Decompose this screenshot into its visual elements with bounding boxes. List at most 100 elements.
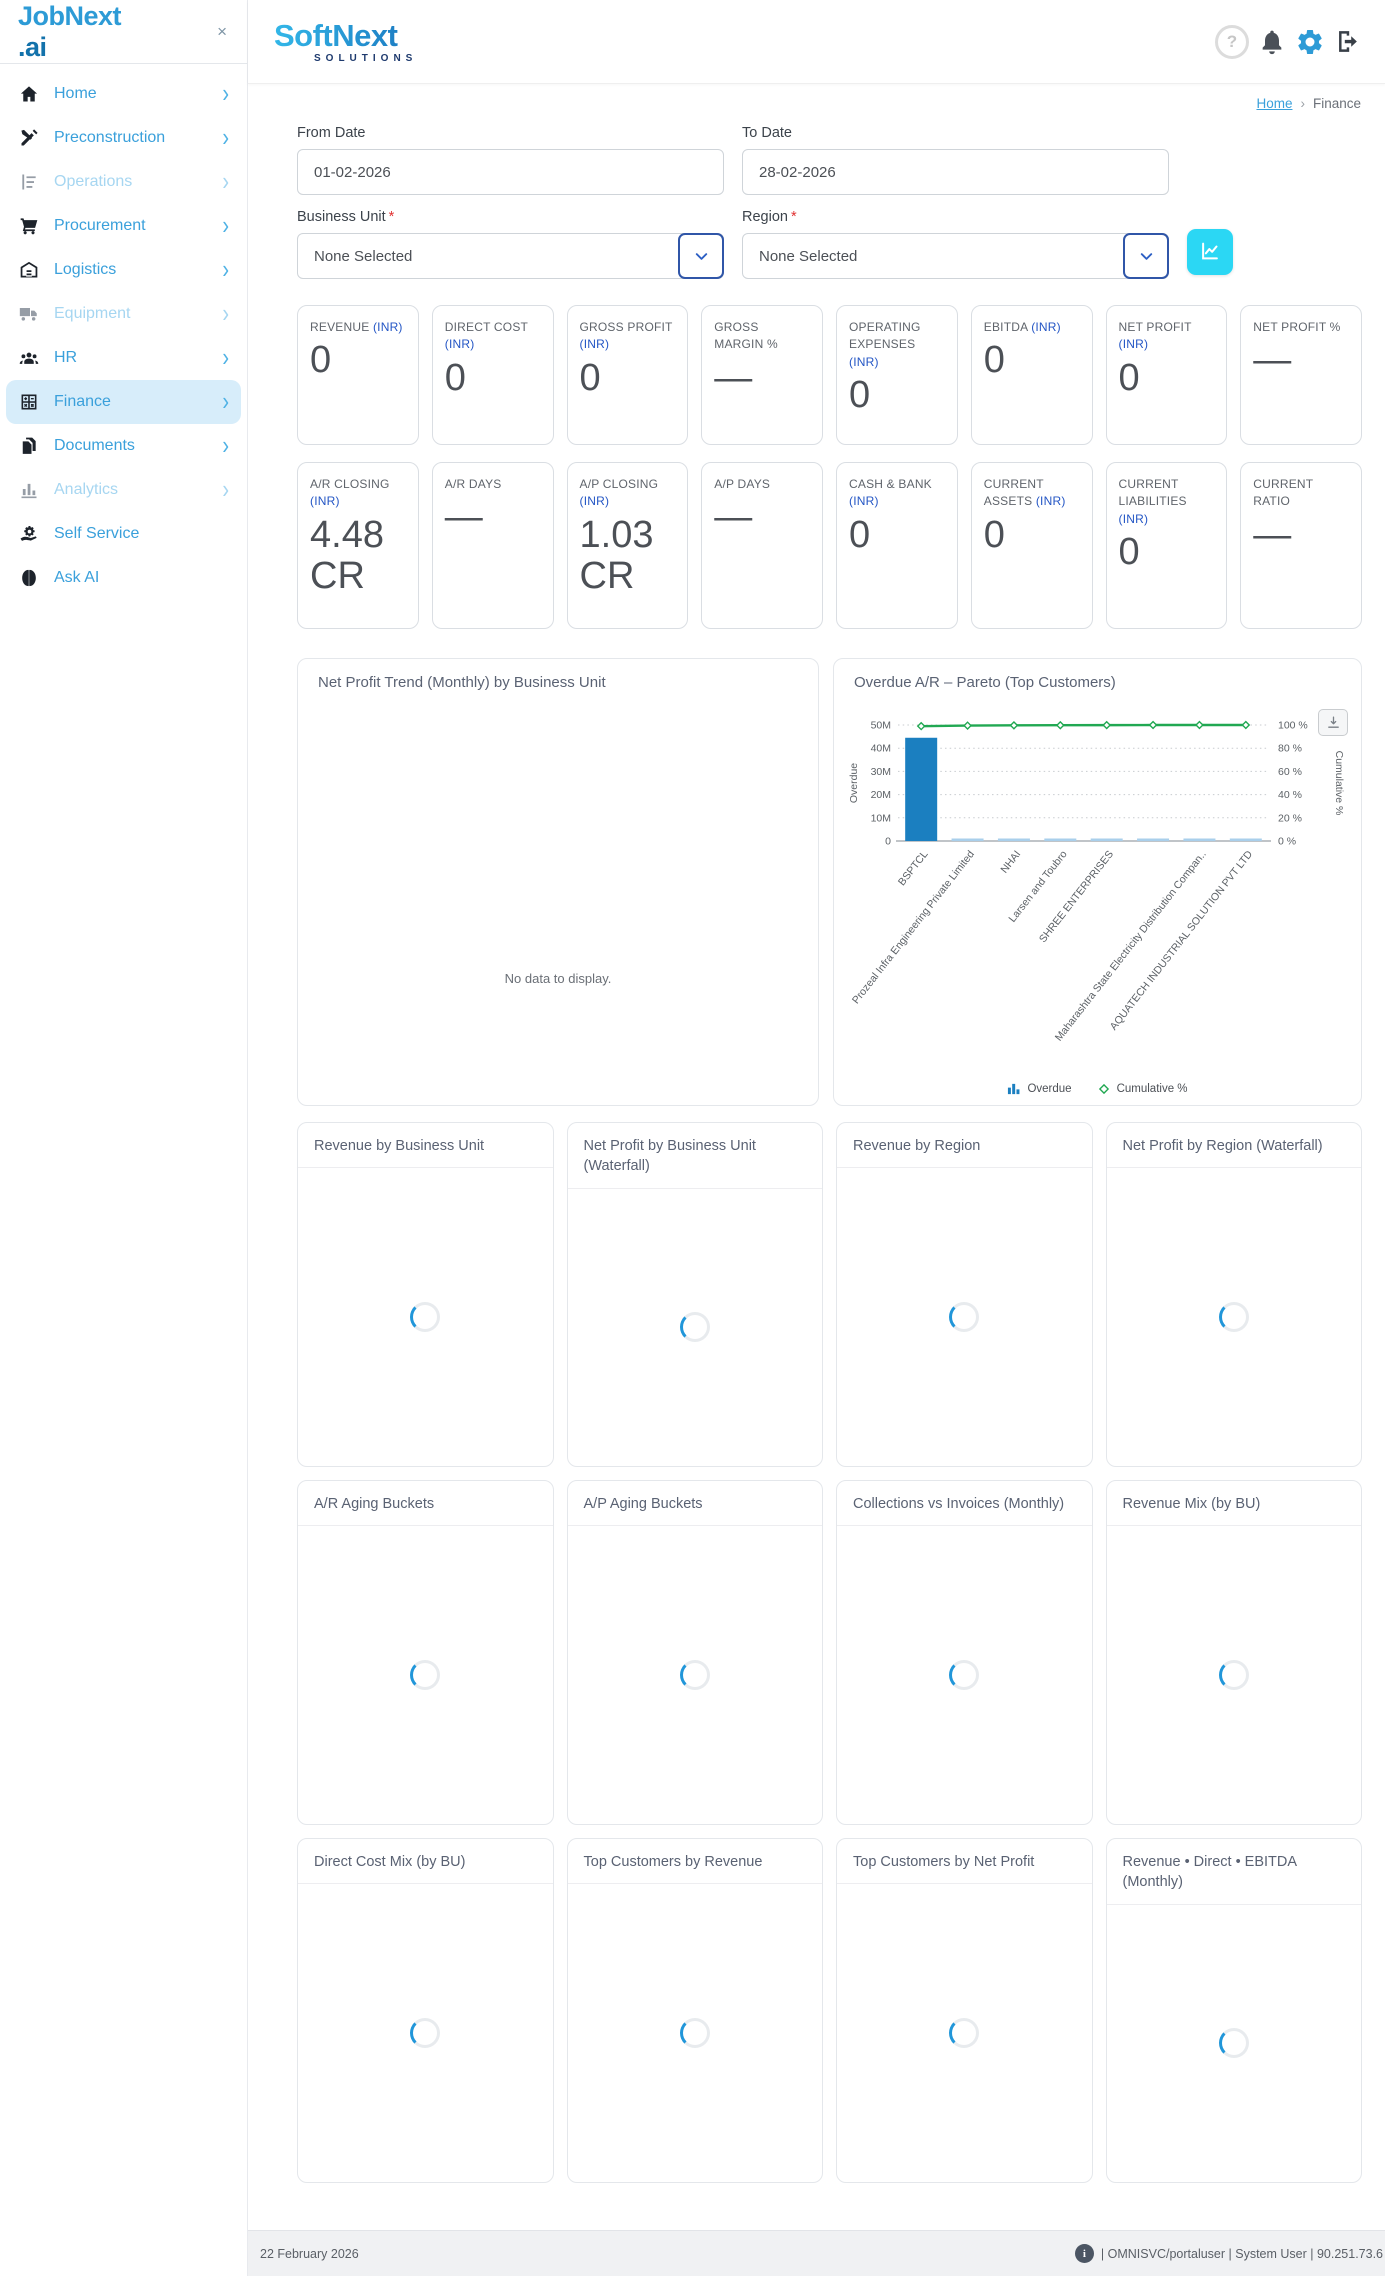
footer-session: i | OMNISVC/portaluser | System User | 9… (1074, 2244, 1383, 2263)
chevron-right-icon: › (222, 255, 229, 285)
chart-card-body (568, 1189, 823, 1466)
kpi-label: GROSS PROFIT (INR) (579, 320, 673, 352)
sidebar-item-home[interactable]: Home › (6, 72, 241, 116)
kpi-value: 0 (579, 356, 601, 399)
chart-card-body (298, 1168, 553, 1466)
page-content: From Date To Date Business Unit* None Se… (248, 115, 1385, 2230)
sidebar-item-documents[interactable]: Documents › (6, 424, 241, 468)
kpi-value: 0 (1118, 531, 1140, 574)
operations-icon (18, 171, 40, 193)
loading-spinner (949, 2018, 980, 2049)
sidebar-item-hr[interactable]: HR › (6, 336, 241, 380)
breadcrumb-separator: › (1300, 96, 1305, 111)
sidebar-item-finance[interactable]: Finance › (6, 380, 241, 424)
business-unit-select[interactable]: None Selected (297, 233, 724, 279)
from-date-input[interactable] (297, 149, 724, 195)
from-date-label: From Date (297, 125, 366, 141)
loading-spinner (410, 2018, 441, 2049)
notifications-bell-icon[interactable] (1258, 28, 1286, 56)
kpi-row-2: A/R CLOSING (INR) 4.48 CR A/R DAYS — A/P CLO… (297, 462, 1362, 629)
main-area: SoftNext SOLUTIONS ? Home › Finance From D… (248, 0, 1385, 2276)
sidebar-item-equipment[interactable]: Equipment › (6, 292, 241, 336)
chart-card-title: Direct Cost Mix (by BU) (298, 1839, 553, 1885)
chevron-right-icon: › (222, 343, 229, 373)
chart-card-body (837, 1526, 1092, 1824)
app-logo: JobNext .ai (18, 1, 122, 63)
sidebar-item-label: HR (54, 349, 78, 366)
svg-text:0 %: 0 % (1278, 836, 1296, 848)
kpi-label: NET PROFIT (INR) (1118, 320, 1192, 352)
sidebar-item-label: Operations (54, 173, 133, 190)
sidebar-item-procurement[interactable]: Procurement › (6, 204, 241, 248)
info-icon[interactable]: i (1074, 2244, 1094, 2263)
chevron-down-icon[interactable] (1123, 233, 1169, 279)
sidebar-item-logistics[interactable]: Logistics › (6, 248, 241, 292)
sidebar-header: JobNext .ai × (0, 0, 247, 64)
chart-card-body (1107, 1526, 1362, 1824)
sidebar-item-self-service[interactable]: Self Service (6, 512, 241, 556)
logout-icon[interactable] (1334, 28, 1361, 55)
company-logo: SoftNext SOLUTIONS (274, 20, 417, 64)
loading-spinner (1218, 1302, 1249, 1333)
kpi-unit: (INR) (579, 494, 610, 509)
home-icon (18, 83, 40, 105)
kpi-value: 0 (983, 513, 1005, 556)
chevron-right-icon: › (222, 431, 229, 461)
kpi-card-ebitda: EBITDA (INR) 0 (970, 305, 1093, 445)
chart-card-body (568, 1526, 823, 1824)
apply-filters-chart-button[interactable] (1187, 229, 1233, 275)
chart-card-a-p-aging-buckets: A/P Aging Buckets (566, 1480, 823, 1825)
kpi-card-a-r-closing: A/R CLOSING (INR) 4.48 CR (297, 462, 419, 629)
settings-gear-icon[interactable] (1295, 27, 1325, 57)
svg-text:Cumulative %: Cumulative % (1333, 751, 1345, 816)
topbar-icons: ? (1215, 24, 1361, 59)
loading-spinner (1218, 1660, 1249, 1691)
footer-date: 22 February 2026 (260, 2246, 359, 2261)
sidebar-item-operations[interactable]: Operations › (6, 160, 241, 204)
sidebar-collapse-button[interactable]: × (217, 21, 227, 41)
chart-download-icon[interactable] (1318, 709, 1348, 736)
kpi-value: 0 (983, 339, 1005, 382)
chart-card-body (837, 1884, 1092, 2182)
user-avatar[interactable]: ? (1215, 24, 1249, 59)
footer-session-text: | OMNISVC/portaluser | System User | 90.… (1100, 2246, 1383, 2261)
chart-line-icon (1199, 240, 1221, 265)
documents-icon (18, 435, 40, 457)
kpi-card-cash-bank: CASH & BANK (INR) 0 (836, 462, 958, 629)
kpi-card-current-liabilities: CURRENT LIABILITIES (INR) 0 (1105, 462, 1228, 629)
required-asterisk: * (790, 209, 797, 225)
chart-card-body (568, 1884, 823, 2182)
chart-card-title: Revenue by Business Unit (298, 1123, 553, 1169)
net-profit-trend-panel: Net Profit Trend (Monthly) by Business U… (297, 658, 819, 1106)
sidebar-item-label: Preconstruction (54, 129, 166, 146)
charts-top-row: Net Profit Trend (Monthly) by Business U… (297, 658, 1362, 1106)
sidebar-item-label: Logistics (54, 261, 117, 278)
chart-card-a-r-aging-buckets: A/R Aging Buckets (297, 1480, 554, 1825)
panel-title: Overdue A/R – Pareto (Top Customers) (854, 674, 1116, 691)
to-date-input[interactable] (742, 149, 1169, 195)
sidebar-item-preconstruction[interactable]: Preconstruction › (6, 116, 241, 160)
kpi-card-direct-cost: DIRECT COST (INR) 0 (431, 305, 554, 445)
region-select[interactable]: None Selected (742, 233, 1169, 279)
kpi-unit: (INR) (372, 320, 403, 334)
legend-item-cumulative[interactable]: Cumulative % (1098, 1083, 1188, 1095)
chevron-down-icon[interactable] (678, 233, 724, 279)
svg-text:40M: 40M (871, 743, 891, 755)
kpi-card-gross-profit: GROSS PROFIT (INR) 0 (566, 305, 689, 445)
loading-spinner (949, 1660, 980, 1691)
kpi-unit: (INR) (310, 494, 340, 509)
sidebar-item-ask-ai[interactable]: Ask AI (6, 556, 241, 600)
kpi-value: 0 (310, 339, 332, 382)
chart-card-net-profit-by-region-waterfall: Net Profit by Region (Waterfall) (1105, 1122, 1362, 1467)
kpi-label: A/P DAYS (714, 477, 771, 491)
breadcrumb-home-link[interactable]: Home (1256, 96, 1293, 111)
legend-item-overdue[interactable]: Overdue (1007, 1082, 1072, 1095)
kpi-card-a-p-closing: A/P CLOSING (INR) 1.03 CR (566, 462, 689, 629)
svg-text:50M: 50M (871, 720, 891, 732)
sidebar-item-analytics[interactable]: Analytics › (6, 468, 241, 512)
from-date-group: From Date (297, 125, 724, 195)
kpi-label: CASH & BANK (INR) (849, 477, 932, 509)
svg-text:40 %: 40 % (1278, 789, 1302, 801)
analytics-icon (18, 479, 40, 501)
svg-text:0: 0 (885, 836, 891, 848)
